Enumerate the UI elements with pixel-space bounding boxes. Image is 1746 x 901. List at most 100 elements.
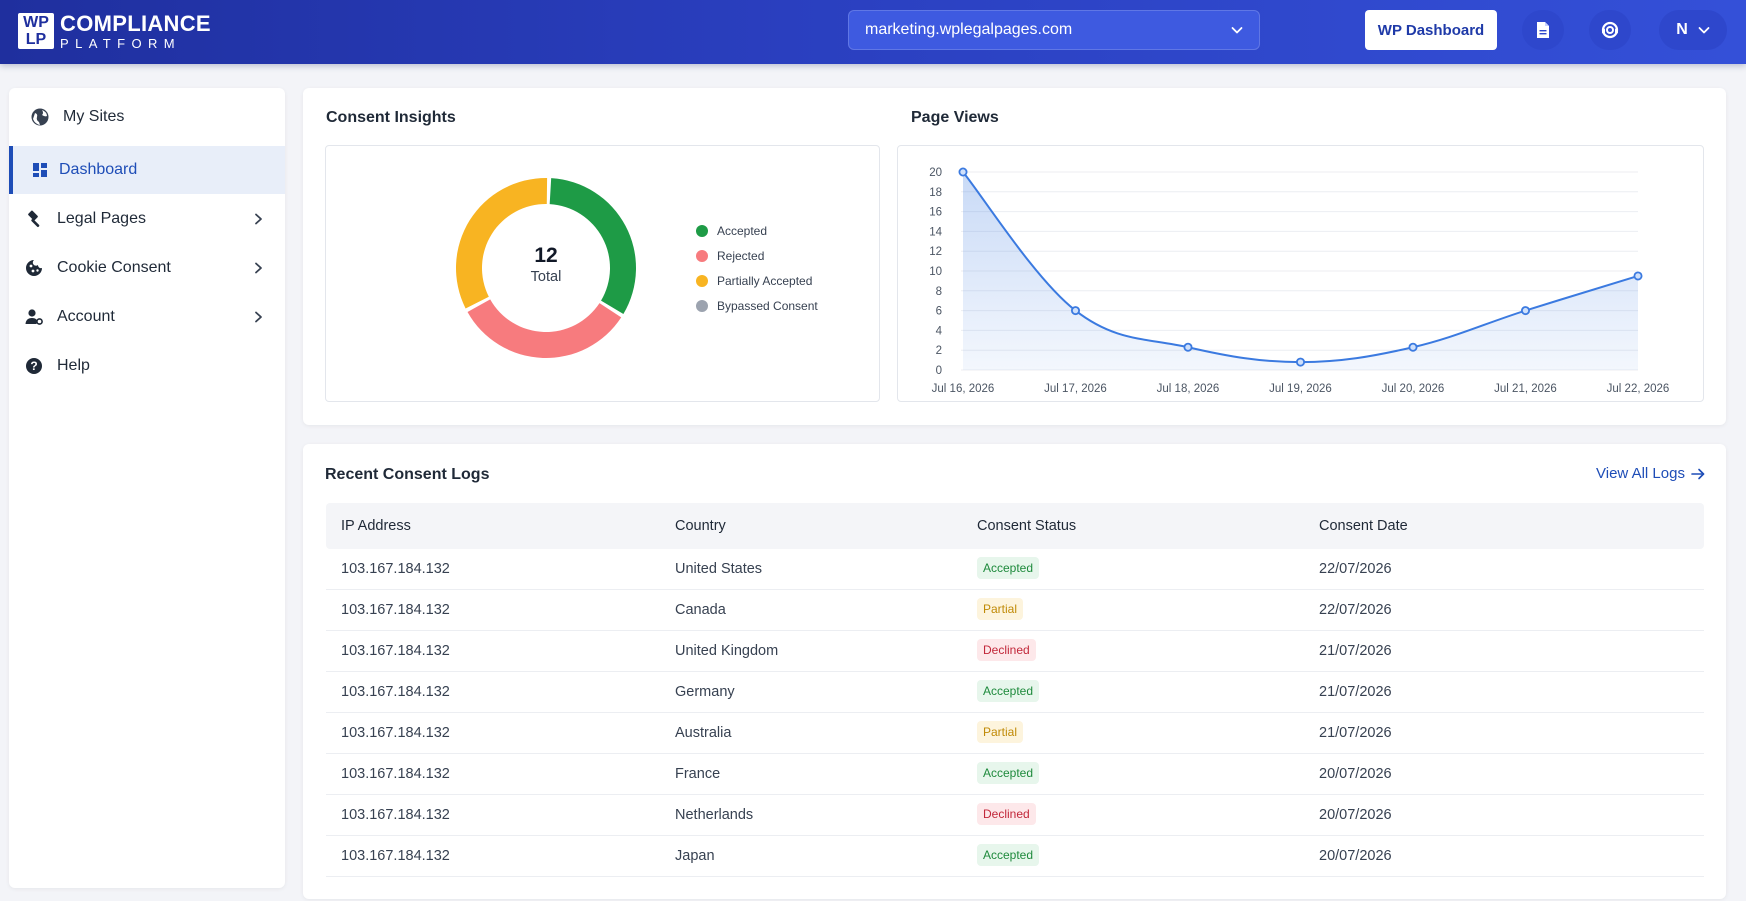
sidebar-item-cookie-consent[interactable]: Cookie Consent	[9, 244, 285, 292]
x-tick-label: Jul 16, 2026	[932, 383, 995, 395]
sidebar-item-my-sites[interactable]: My Sites	[9, 93, 285, 141]
logs-table-header: IP Address Country Consent Status Consen…	[326, 503, 1704, 549]
cell-country: Japan	[675, 848, 715, 864]
document-button[interactable]	[1522, 10, 1564, 50]
grid-icon	[29, 159, 51, 181]
logo-line2: PLATFORM	[60, 35, 182, 51]
table-row[interactable]: 103.167.184.132 Germany Accepted 21/07/2026	[326, 672, 1704, 713]
consent-legend: Accepted Rejected Partially Accepted Byp…	[696, 218, 818, 318]
donut-slice-rejected[interactable]	[467, 299, 622, 358]
logo-mark-top: WP	[23, 13, 49, 31]
x-tick-label: Jul 19, 2026	[1269, 383, 1332, 395]
support-icon	[1601, 21, 1619, 39]
support-button[interactable]	[1589, 10, 1631, 50]
data-point[interactable]	[1521, 306, 1531, 316]
logo-text: COMPLIANCE PLATFORM	[60, 12, 211, 51]
x-tick-label: Jul 18, 2026	[1157, 383, 1220, 395]
chevron-right-icon	[255, 262, 262, 274]
cell-country: Canada	[675, 602, 726, 618]
donut-total-value: 12	[534, 244, 558, 267]
cell-ip: 103.167.184.132	[341, 725, 450, 741]
data-point[interactable]	[1408, 342, 1418, 352]
sidebar-item-dashboard[interactable]: Dashboard	[9, 146, 285, 194]
legend-item-partially-accepted[interactable]: Partially Accepted	[696, 268, 818, 293]
user-initial: N	[1676, 21, 1688, 38]
document-icon	[1537, 22, 1549, 38]
sidebar-item-legal-pages[interactable]: Legal Pages	[9, 195, 285, 243]
cell-country: Germany	[675, 684, 735, 700]
cell-ip: 103.167.184.132	[341, 848, 450, 864]
legend-label: Accepted	[717, 223, 768, 238]
consent-donut-chart	[456, 177, 636, 358]
status-badge: Accepted	[977, 557, 1040, 579]
column-header-status[interactable]: Consent Status	[977, 518, 1077, 534]
user-settings-icon	[23, 306, 45, 328]
legend-label: Bypassed Consent	[717, 298, 818, 313]
status-badge: Declined	[977, 803, 1036, 825]
status-badge: Accepted	[977, 762, 1040, 784]
data-point[interactable]	[1633, 271, 1643, 281]
cell-date: 22/07/2026	[1319, 561, 1392, 577]
sidebar-item-help[interactable]: ? Help	[9, 342, 285, 390]
data-point[interactable]	[958, 167, 968, 177]
gavel-icon	[23, 208, 45, 230]
column-header-ip[interactable]: IP Address	[341, 518, 411, 534]
view-all-logs-link[interactable]: View All Logs	[1596, 465, 1705, 482]
user-menu-button[interactable]: N	[1659, 10, 1727, 50]
site-selector[interactable]: marketing.wplegalpages.com	[848, 10, 1260, 50]
chevron-down-icon	[1698, 27, 1710, 34]
table-row[interactable]: 103.167.184.132 Netherlands Declined 20/07/…	[326, 795, 1704, 836]
y-tick-label: 12	[929, 246, 942, 258]
cell-date: 22/07/2026	[1319, 602, 1392, 618]
data-point[interactable]	[1070, 306, 1080, 316]
legend-swatch	[696, 249, 708, 262]
table-row[interactable]: 103.167.184.132 Australia Partial 21/07/202…	[326, 713, 1704, 754]
consent-logs-title: Recent Consent Logs	[325, 466, 490, 483]
consent-insights-title: Consent Insights	[326, 109, 456, 126]
cell-date: 21/07/2026	[1319, 684, 1392, 700]
legend-swatch	[696, 274, 708, 287]
table-row[interactable]: 103.167.184.132 United States Accepted 22/0…	[326, 549, 1704, 590]
x-tick-label: Jul 22, 2026	[1607, 383, 1670, 395]
svg-text:?: ?	[30, 359, 37, 373]
x-tick-label: Jul 21, 2026	[1494, 383, 1557, 395]
logo-mark: WP LP	[18, 13, 54, 49]
table-row[interactable]: 103.167.184.132 France Accepted 20/07/2026	[326, 754, 1704, 795]
globe-icon	[29, 106, 51, 128]
donut-slice-partially-accepted[interactable]	[456, 177, 548, 309]
x-tick-label: Jul 17, 2026	[1044, 383, 1107, 395]
data-point[interactable]	[1295, 357, 1305, 367]
wp-dashboard-button[interactable]: WP Dashboard	[1365, 10, 1497, 50]
y-tick-label: 6	[936, 306, 942, 318]
consent-insights-panel	[325, 145, 880, 402]
column-header-country[interactable]: Country	[675, 518, 726, 534]
x-tick-label: Jul 20, 2026	[1382, 383, 1445, 395]
logo[interactable]: WP LP COMPLIANCE PLATFORM	[18, 12, 211, 50]
table-row[interactable]: 103.167.184.132 United Kingdom Declined 21/…	[326, 631, 1704, 672]
chevron-down-icon	[1231, 27, 1243, 34]
status-badge: Partial	[977, 598, 1024, 620]
view-all-logs-label: View All Logs	[1596, 465, 1685, 482]
cell-ip: 103.167.184.132	[341, 684, 450, 700]
table-row[interactable]: 103.167.184.132 Canada Partial 22/07/2026	[326, 590, 1704, 631]
donut-slice-accepted[interactable]	[549, 178, 636, 314]
arrow-right-icon	[1691, 468, 1705, 479]
column-header-date[interactable]: Consent Date	[1319, 518, 1408, 534]
chevron-right-icon	[255, 311, 262, 323]
cell-date: 21/07/2026	[1319, 725, 1392, 741]
y-tick-label: 8	[936, 286, 942, 298]
status-badge: Accepted	[977, 680, 1040, 702]
legend-label: Rejected	[717, 248, 765, 263]
data-point[interactable]	[1183, 342, 1193, 352]
table-row[interactable]: 103.167.184.132 Japan Accepted 20/07/2026	[326, 836, 1704, 877]
sidebar-item-account[interactable]: Account	[9, 293, 285, 341]
legend-item-accepted[interactable]: Accepted	[696, 218, 818, 243]
legend-item-rejected[interactable]: Rejected	[696, 243, 818, 268]
cell-ip: 103.167.184.132	[341, 561, 450, 577]
page-views-chart: 0 2 4 6 8 10 12 14 16 18 20 Jul 16, 2026 Jul 17, 202…	[929, 167, 1670, 395]
y-tick-label: 10	[929, 266, 942, 278]
legend-item-bypassed-consent[interactable]: Bypassed Consent	[696, 293, 818, 318]
cell-country: Australia	[675, 725, 732, 741]
cookie-icon	[23, 257, 45, 279]
sidebar: My Sites Dashboard Legal Pages Cookie Co…	[9, 88, 285, 888]
